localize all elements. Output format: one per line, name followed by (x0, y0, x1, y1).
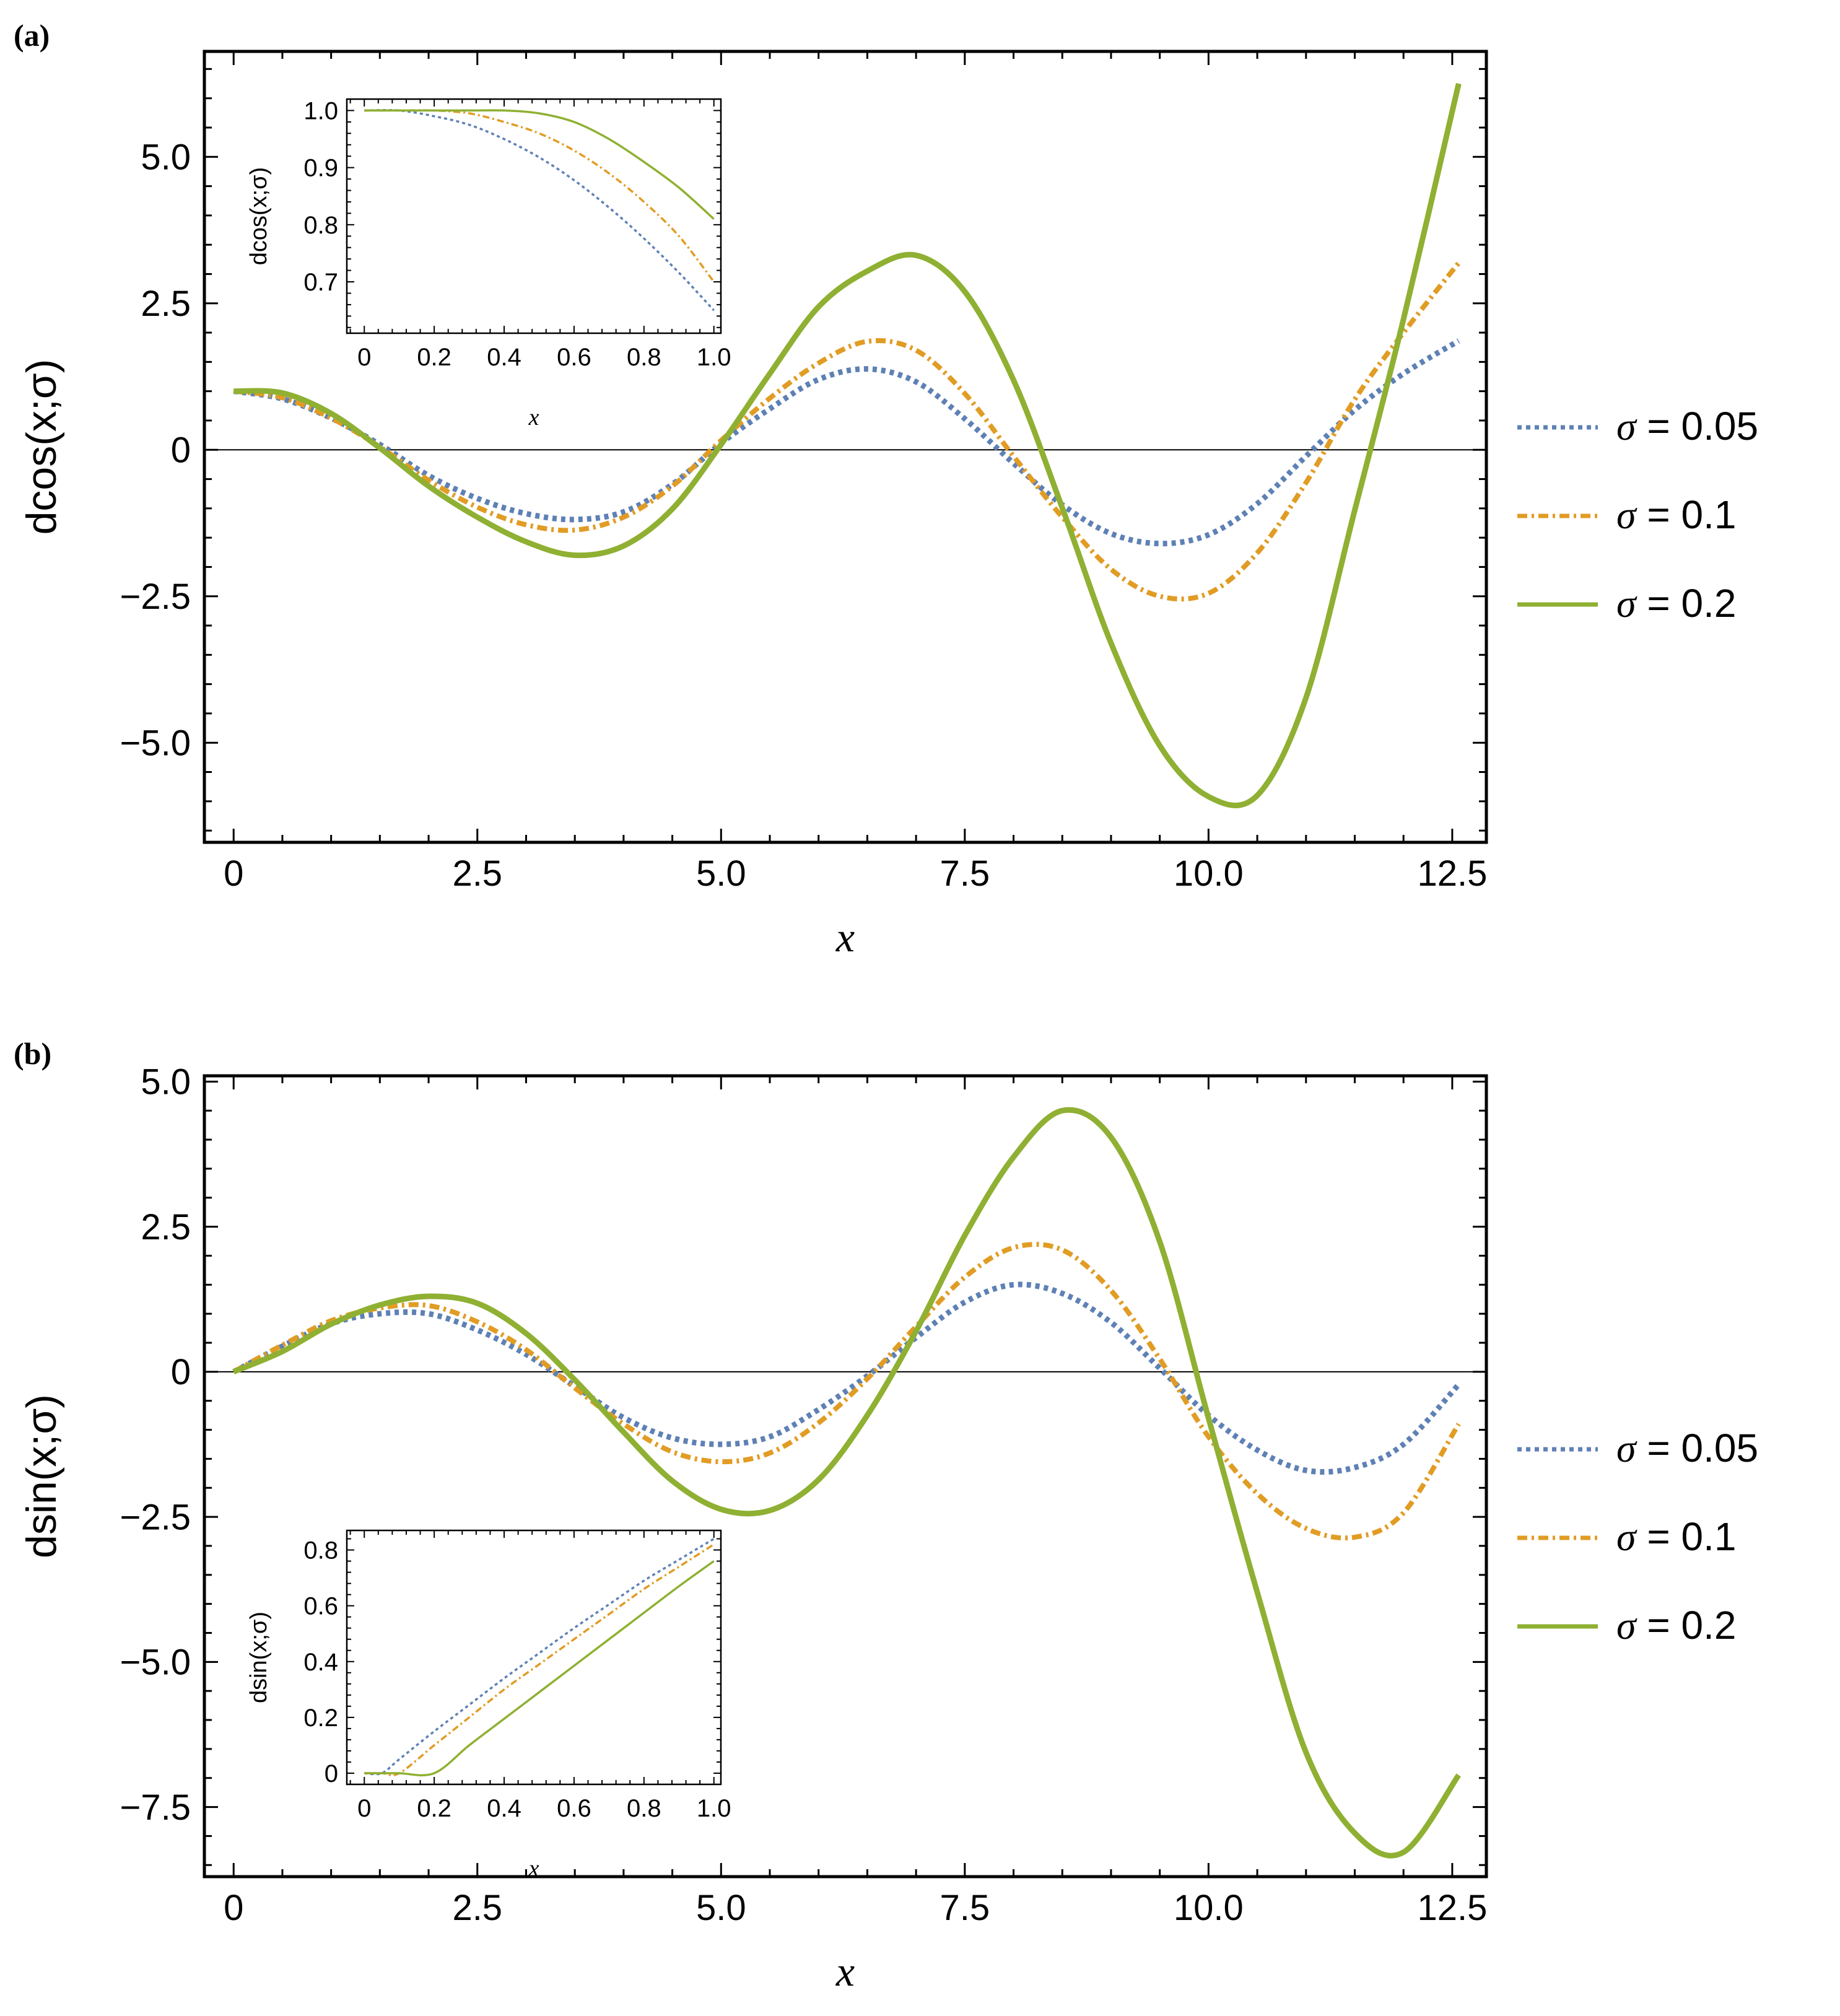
inset-a-plot-background (347, 99, 721, 333)
panel-a-x-tick-label-0: 0 (224, 853, 243, 894)
panel-b-x-tick-label-4: 10.0 (1174, 1888, 1244, 1928)
inset-a-series-line-2 (364, 109, 715, 220)
panel-b-plot-frame (203, 1074, 1488, 1879)
panel-a-series-line-0 (233, 338, 1460, 547)
inset-a-y-tick-label-0: 0.7 (303, 269, 338, 296)
inset-b-x-axis-label: x (528, 1856, 539, 1882)
inset-b-y-tick-label-0: 0 (325, 1760, 338, 1787)
panel-a-x-tick-label-4: 10.0 (1174, 853, 1244, 894)
inset-a-x-tick-label-3: 0.6 (557, 344, 591, 371)
panel-b-x-tick-label-5: 12.5 (1417, 1888, 1487, 1928)
panel-b-series-line-1 (232, 1242, 1461, 1541)
panel-a-x-tick-label-3: 7.5 (940, 853, 990, 894)
panel-b-x-tick-label-1: 2.5 (452, 1888, 502, 1928)
panel-a-y-axis-label: dcos(x;σ) (18, 359, 65, 535)
inset-b-plot-frame (346, 1529, 722, 1786)
inset-b-series-line-0 (364, 1537, 715, 1776)
inset-b-y-tick-label-1: 0.2 (303, 1704, 338, 1732)
inset-a-y-tick-label-1: 0.8 (303, 212, 338, 239)
panel-a-y-tick-label-4: 5.0 (141, 137, 191, 178)
inset-a-x-tick-label-2: 0.4 (487, 344, 521, 371)
inset-a-series-line-0 (364, 108, 715, 312)
panel-b-y-tick-label-1: −5.0 (120, 1643, 191, 1683)
chart-panel-a: 0 2.5 5.0 7.5 10.0 12.5 −5.0 −2.5 0 2.5 5.0 x dcos(x… (18, 50, 1488, 961)
legend-a-label-0: σ = 0.05 (1616, 404, 1758, 448)
inset-b: 0 0.2 0.4 0.6 0.8 1.0 0 0.2 0.4 0.6 0.8 x dsin(x;σ) (246, 1529, 731, 1882)
panel-b-x-tick-label-3: 7.5 (940, 1888, 990, 1928)
panel-b-y-tick-label-5: 5.0 (141, 1062, 191, 1102)
inset-b-x-tick-label-0: 0 (357, 1795, 371, 1822)
inset-b-x-tick-label-4: 0.8 (627, 1795, 661, 1822)
panel-a-plot-frame (203, 50, 1488, 844)
inset-a-x-tick-label-0: 0 (357, 344, 371, 371)
inset-a: 0 0.2 0.4 0.6 0.8 1.0 0.7 0.8 0.9 1.0 x dcos(x;σ) (246, 97, 731, 430)
panel-label-a: (a) (14, 18, 50, 53)
panel-a-series-line-1 (233, 261, 1461, 602)
panel-label-b: (b) (14, 1036, 51, 1071)
inset-b-x-tick-label-5: 1.0 (697, 1795, 731, 1822)
legend-b-label-0: σ = 0.05 (1616, 1426, 1758, 1470)
inset-a-x-axis-label: x (528, 404, 539, 430)
inset-b-y-tick-label-3: 0.6 (303, 1593, 338, 1620)
inset-b-series-line-2 (364, 1560, 715, 1777)
panel-a-series-line-2 (233, 82, 1462, 808)
legend-a: σ = 0.05 σ = 0.1 σ = 0.2 (1517, 404, 1758, 626)
panel-b-y-axis-label: dsin(x;σ) (18, 1394, 65, 1558)
panel-b-y-tick-label-3: 0 (171, 1352, 191, 1392)
inset-a-plot-frame (346, 98, 722, 334)
inset-a-y-axis-label: dcos(x;σ) (246, 167, 272, 266)
panel-b-y-tick-label-4: 2.5 (141, 1207, 191, 1247)
panel-a-x-tick-label-2: 5.0 (696, 853, 746, 894)
legend-b-label-1: σ = 0.1 (1616, 1514, 1736, 1559)
chart-panel-b: 0 2.5 5.0 7.5 10.0 12.5 −7.5 −5.0 −2.5 0 2.5 5.0 x ds… (18, 1062, 1488, 1995)
legend-b-label-2: σ = 0.2 (1616, 1603, 1736, 1647)
panel-b-y-tick-label-0: −7.5 (120, 1787, 191, 1828)
legend-a-label-2: σ = 0.2 (1616, 581, 1736, 626)
panel-b-x-axis-label: x (835, 1948, 855, 1995)
panel-b-series-line-0 (232, 1281, 1461, 1475)
inset-a-x-tick-label-1: 0.2 (417, 344, 451, 371)
inset-b-y-axis-label: dsin(x;σ) (246, 1612, 272, 1703)
inset-a-y-tick-label-3: 1.0 (303, 97, 338, 124)
panel-a-x-tick-label-1: 2.5 (452, 853, 502, 894)
panel-b-x-tick-label-0: 0 (224, 1888, 243, 1928)
inset-a-y-tick-label-2: 0.9 (303, 155, 338, 182)
legend-b: σ = 0.05 σ = 0.1 σ = 0.2 (1517, 1426, 1758, 1647)
panel-a-x-axis-label: x (835, 914, 855, 961)
panel-a-y-tick-label-0: −5.0 (120, 723, 191, 763)
inset-a-x-tick-label-5: 1.0 (697, 344, 731, 371)
panel-a-y-tick-label-3: 2.5 (141, 284, 191, 324)
inset-a-x-tick-label-4: 0.8 (627, 344, 661, 371)
inset-b-x-tick-label-2: 0.4 (487, 1795, 521, 1822)
panel-b-y-tick-label-2: −2.5 (120, 1497, 191, 1537)
inset-b-y-tick-label-4: 0.8 (303, 1537, 338, 1564)
legend-a-label-1: σ = 0.1 (1616, 492, 1736, 537)
panel-b-x-tick-label-2: 5.0 (696, 1888, 746, 1928)
panel-b-series-line-2 (232, 1107, 1461, 1859)
panel-a-y-tick-label-2: 0 (171, 430, 191, 471)
inset-b-y-tick-label-2: 0.4 (303, 1649, 338, 1676)
panel-a-x-tick-label-5: 12.5 (1417, 853, 1487, 894)
panel-a-y-tick-label-1: −2.5 (120, 577, 191, 617)
inset-b-x-tick-label-3: 0.6 (557, 1795, 591, 1822)
inset-b-x-tick-label-1: 0.2 (417, 1795, 451, 1822)
